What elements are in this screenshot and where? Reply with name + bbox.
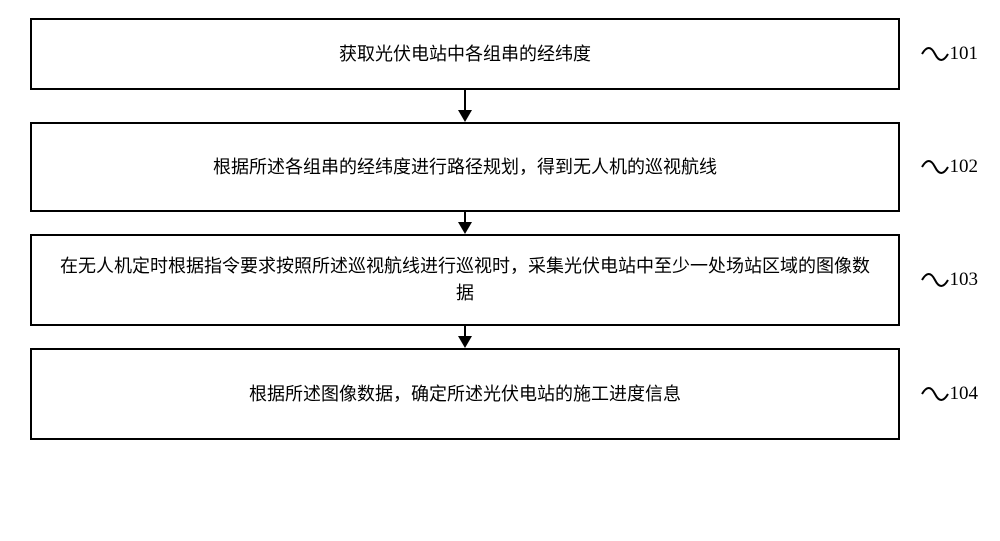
arrow-line [464,212,466,222]
flow-step-label-cell: 101 [900,40,970,68]
flow-step-row: 根据所述各组串的经纬度进行路径规划，得到无人机的巡视航线 102 [30,122,970,212]
flow-step-text: 根据所述图像数据，确定所述光伏电站的施工进度信息 [249,381,681,408]
flow-step-label-cell: 103 [900,266,970,294]
flow-step-label: 102 [950,156,979,178]
curve-connector-icon [921,153,949,181]
flow-step-box-104: 根据所述图像数据，确定所述光伏电站的施工进度信息 [30,348,900,440]
flow-arrow [458,90,472,122]
flow-step-row: 获取光伏电站中各组串的经纬度 101 [30,18,970,90]
flowchart-container: 获取光伏电站中各组串的经纬度 101 根据所述各组串的经纬度进行路径规划，得到无… [30,18,970,440]
flow-step-label: 101 [950,43,979,65]
flow-step-row: 根据所述图像数据，确定所述光伏电站的施工进度信息 104 [30,348,970,440]
arrow-head-icon [458,336,472,348]
flow-step-label-cell: 104 [900,380,970,408]
flow-step-label-cell: 102 [900,153,970,181]
flow-arrow [458,212,472,234]
flow-step-label: 104 [950,383,979,405]
arrow-line [464,90,466,110]
flow-step-box-102: 根据所述各组串的经纬度进行路径规划，得到无人机的巡视航线 [30,122,900,212]
arrow-line [464,326,466,336]
flow-step-label: 103 [950,269,979,291]
curve-connector-icon [921,380,949,408]
flow-step-box-103: 在无人机定时根据指令要求按照所述巡视航线进行巡视时，采集光伏电站中至少一处场站区… [30,234,900,326]
flow-arrow [458,326,472,348]
flow-step-text: 在无人机定时根据指令要求按照所述巡视航线进行巡视时，采集光伏电站中至少一处场站区… [52,253,878,307]
flow-step-row: 在无人机定时根据指令要求按照所述巡视航线进行巡视时，采集光伏电站中至少一处场站区… [30,234,970,326]
arrow-head-icon [458,222,472,234]
arrow-head-icon [458,110,472,122]
curve-connector-icon [921,40,949,68]
flow-step-text: 根据所述各组串的经纬度进行路径规划，得到无人机的巡视航线 [213,154,717,181]
curve-connector-icon [921,266,949,294]
flow-step-box-101: 获取光伏电站中各组串的经纬度 [30,18,900,90]
flow-step-text: 获取光伏电站中各组串的经纬度 [339,41,591,68]
